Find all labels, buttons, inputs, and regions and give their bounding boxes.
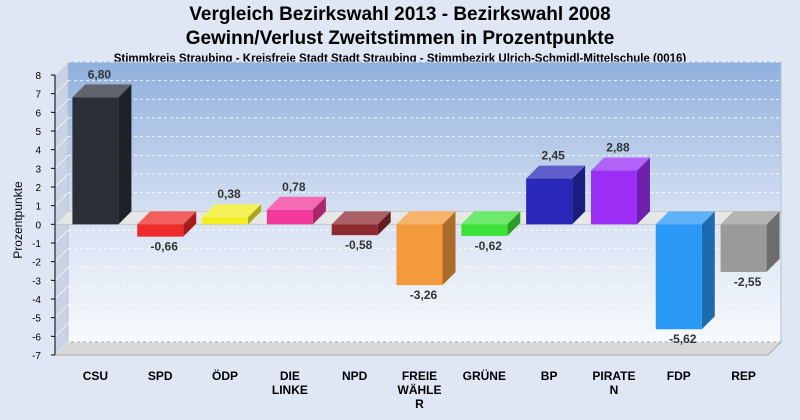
bar-side bbox=[377, 211, 391, 236]
y-tick-label: 0 bbox=[35, 220, 41, 231]
bar-side bbox=[572, 165, 586, 225]
x-tick-label: ÖDP bbox=[212, 368, 238, 383]
bar-side bbox=[636, 157, 650, 225]
grid-line-side bbox=[54, 173, 69, 188]
y-tick-label: -2 bbox=[32, 258, 41, 269]
bar bbox=[202, 217, 249, 225]
bar bbox=[461, 224, 508, 236]
bar-side bbox=[118, 84, 132, 225]
bar-top bbox=[266, 196, 326, 210]
bar-top bbox=[720, 211, 780, 225]
y-tick-label: 5 bbox=[35, 127, 41, 138]
grid-line-side bbox=[54, 304, 69, 319]
grid-line-side bbox=[54, 192, 69, 207]
y-tick-label: -1 bbox=[32, 239, 41, 250]
bar bbox=[590, 170, 637, 225]
bar bbox=[137, 224, 184, 237]
x-tick-label: WÄHLE bbox=[398, 382, 442, 397]
data-label: -0,66 bbox=[151, 240, 179, 254]
bar bbox=[266, 209, 313, 225]
y-tick-label: 6 bbox=[35, 108, 41, 119]
chart-title: Vergleich Bezirkswahl 2013 - Bezirkswahl… bbox=[189, 4, 611, 25]
y-tick-label: -5 bbox=[32, 314, 41, 325]
grid-line-side bbox=[54, 117, 69, 132]
bar bbox=[526, 178, 573, 225]
x-tick-label: SPD bbox=[148, 369, 173, 383]
y-tick-label: 4 bbox=[35, 146, 41, 157]
y-tick-label: 1 bbox=[35, 202, 41, 213]
x-tick-label: REP bbox=[731, 369, 756, 383]
grid-line-side bbox=[54, 136, 69, 151]
bar-side bbox=[766, 211, 780, 272]
bar bbox=[331, 224, 378, 236]
grid-line-side bbox=[54, 154, 69, 169]
y-tick-label: -6 bbox=[32, 332, 41, 343]
grid-line-side bbox=[54, 285, 69, 300]
data-label: 0,78 bbox=[282, 180, 306, 194]
y-tick-label: 2 bbox=[35, 183, 41, 194]
bar-side bbox=[507, 211, 521, 236]
x-tick-label: R bbox=[415, 397, 424, 411]
y-tick-label: -3 bbox=[32, 276, 41, 287]
y-axis-label: Prozentpunkte bbox=[11, 181, 25, 259]
bar bbox=[720, 224, 767, 272]
grid-line-side bbox=[54, 61, 69, 76]
data-label: -3,26 bbox=[410, 288, 438, 302]
bar-top bbox=[202, 204, 262, 218]
bar-top bbox=[396, 211, 456, 225]
data-label: 0,38 bbox=[217, 187, 241, 201]
bar-side bbox=[701, 211, 715, 330]
bar-top bbox=[137, 211, 197, 225]
data-label: -0,58 bbox=[345, 238, 373, 252]
y-tick-label: 8 bbox=[35, 71, 41, 82]
grid-line-side bbox=[54, 266, 69, 281]
y-tick-label: 3 bbox=[35, 164, 41, 175]
x-tick-label: FDP bbox=[667, 369, 691, 383]
x-tick-label: DIE bbox=[280, 369, 300, 383]
grid-line-side bbox=[54, 80, 69, 95]
x-tick-label: PIRATE bbox=[592, 369, 635, 383]
x-tick-label: BP bbox=[541, 369, 558, 383]
x-tick-label: GRÜNE bbox=[463, 368, 506, 383]
bar-side bbox=[442, 211, 456, 286]
y-tick-label: -7 bbox=[32, 351, 41, 362]
data-label: -2,55 bbox=[734, 275, 762, 289]
bar bbox=[72, 97, 119, 225]
bar bbox=[655, 224, 702, 330]
grid-line-side bbox=[54, 322, 69, 337]
data-label: 2,45 bbox=[541, 149, 565, 163]
bar-side bbox=[183, 211, 197, 237]
bar-top bbox=[655, 211, 715, 225]
grid-line-side bbox=[54, 341, 69, 356]
chart-subtitle: Gewinn/Verlust Zweitstimmen in Prozentpu… bbox=[185, 28, 615, 49]
bar-top bbox=[461, 211, 521, 225]
data-label: 6,80 bbox=[88, 67, 112, 81]
x-tick-label: CSU bbox=[83, 369, 108, 383]
data-label: -5,62 bbox=[669, 332, 697, 346]
grid-line-side bbox=[54, 229, 69, 244]
data-label: 2,88 bbox=[606, 141, 630, 155]
x-tick-label: N bbox=[610, 383, 619, 397]
grid-line-side bbox=[54, 248, 69, 263]
bar-top bbox=[526, 165, 586, 179]
data-label: -0,62 bbox=[475, 239, 503, 253]
x-tick-label: NPD bbox=[342, 369, 368, 383]
y-tick-label: 7 bbox=[35, 90, 41, 101]
bar-top bbox=[331, 211, 391, 225]
bar-side bbox=[312, 196, 326, 225]
bar bbox=[396, 224, 443, 286]
bar-top bbox=[590, 157, 650, 171]
bar-side bbox=[248, 204, 262, 225]
bar-top bbox=[72, 84, 132, 98]
x-tick-label: FREIE bbox=[402, 369, 437, 383]
x-tick-label: LINKE bbox=[272, 383, 308, 397]
y-tick-label: -4 bbox=[32, 295, 41, 306]
grid-line-side bbox=[54, 98, 69, 113]
